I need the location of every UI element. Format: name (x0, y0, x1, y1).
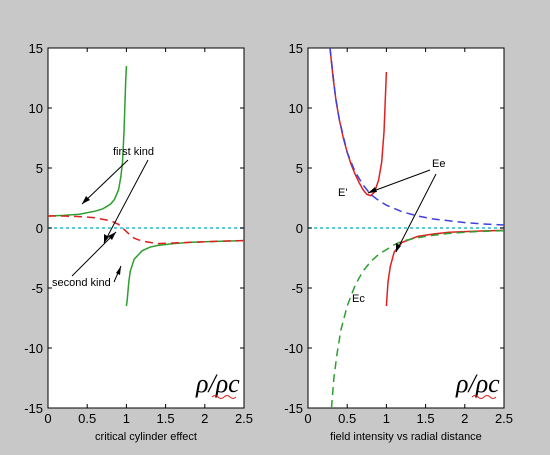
right-x-tick-label: 2 (461, 411, 468, 426)
arrow-Ee-1 (367, 169, 431, 194)
arrow-first-kind-1 (81, 159, 129, 205)
left-y-tick-label: 10 (29, 101, 43, 116)
left-rho-label: ρ/ρc (195, 369, 240, 398)
right-rho-underline (471, 395, 497, 399)
arrow-second-kind-1-head (108, 232, 116, 240)
left-x-tick-label: 1.5 (157, 411, 175, 426)
left-y-tick-label: 0 (36, 221, 43, 236)
left-x-tick-label: 0.5 (78, 411, 96, 426)
right-x-axis-label: field intensity vs radial distance (330, 431, 482, 443)
left-x-tick-label: 0 (44, 411, 51, 426)
annotation-Ee: Ee (432, 158, 445, 170)
left-y-tick-label: -5 (31, 281, 43, 296)
right-x-tick-label: 2.5 (495, 411, 513, 426)
right-y-tick-label: 15 (289, 41, 303, 56)
arrow-Ee-1-head (368, 187, 377, 193)
right-x-tick-label: 0.5 (338, 411, 356, 426)
right-x-tick-label: 0 (304, 411, 311, 426)
arrow-second-kind-2-head (116, 266, 121, 275)
right-rho-label: ρ/ρc (455, 369, 500, 398)
left-x-tick-label: 2.5 (235, 411, 253, 426)
left-rho-underline (211, 395, 237, 399)
arrow-Ee-2 (395, 173, 437, 253)
right-y-tick-label: 5 (296, 161, 303, 176)
left-series-red-dashed (48, 215, 245, 245)
annotation-second-kind: second kind (52, 277, 111, 289)
arrow-Ee-2-head (396, 243, 401, 252)
right-y-tick-label: 0 (296, 221, 303, 236)
arrow-first-kind-2 (103, 159, 149, 244)
right-series-green-dashed (330, 229, 505, 409)
annotation-E-prime: E' (338, 187, 347, 199)
left-x-tick-label: 1 (123, 411, 130, 426)
left-x-axis-label: critical cylinder effect (95, 431, 197, 443)
left-y-tick-label: 5 (36, 161, 43, 176)
right-x-tick-label: 1 (383, 411, 390, 426)
right-y-tick-label: -15 (284, 401, 303, 416)
arrow-first-kind-1-head (82, 196, 90, 204)
annotation-Ec: Ec (352, 293, 365, 305)
left-y-tick-label: -10 (24, 341, 43, 356)
annotation-first-kind: first kind (113, 146, 154, 158)
arrow-first-kind-2-head (104, 234, 109, 243)
left-x-tick-label: 2 (201, 411, 208, 426)
left-y-tick-label: -15 (24, 401, 43, 416)
left-y-tick-label: 15 (29, 41, 43, 56)
arrow-second-kind-1 (71, 231, 117, 277)
right-y-tick-label: -5 (291, 281, 303, 296)
right-y-tick-label: 10 (289, 101, 303, 116)
right-y-tick-label: -10 (284, 341, 303, 356)
right-x-tick-label: 1.5 (417, 411, 435, 426)
